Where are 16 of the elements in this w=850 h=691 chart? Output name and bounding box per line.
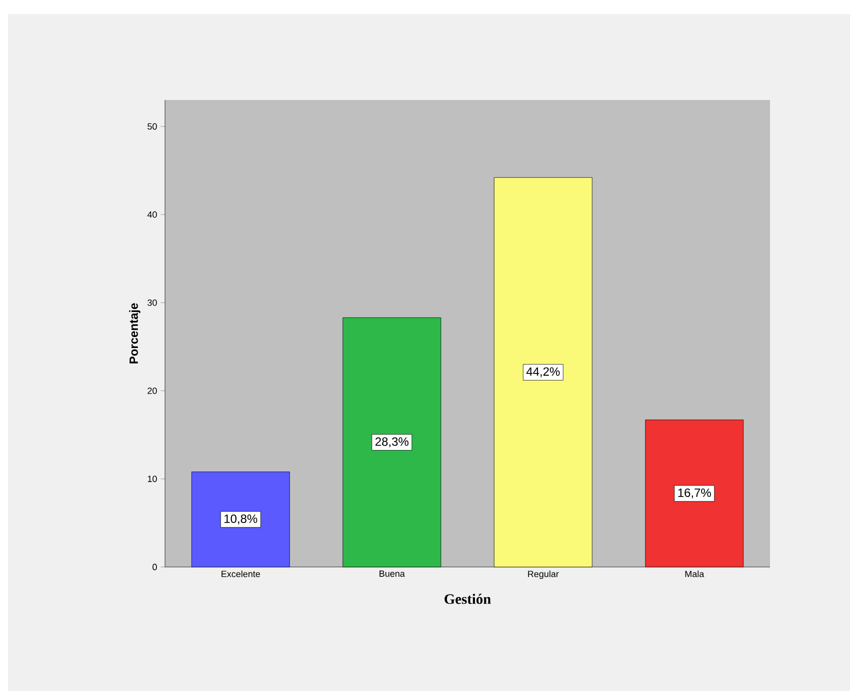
- y-tick-label: 10: [148, 476, 157, 482]
- y-tick-label: 0: [152, 564, 157, 570]
- y-tick-label: 50: [148, 123, 157, 130]
- x-tick-label: Excelente: [222, 570, 260, 578]
- y-axis-title: Porcentaje: [129, 303, 140, 364]
- x-axis-title: Gestión: [444, 594, 491, 604]
- data-label: 28,3%: [375, 437, 408, 448]
- y-tick-label: 40: [147, 211, 157, 218]
- y-tick-label: 20: [148, 388, 157, 394]
- data-label: 16,7%: [678, 488, 711, 498]
- data-label: 44,2%: [526, 367, 560, 378]
- x-tick-label: Buena: [380, 570, 405, 577]
- y-tick-label: 30: [148, 299, 157, 306]
- x-tick-label: Mala: [685, 570, 704, 578]
- data-label: 10,8%: [224, 514, 258, 524]
- x-tick-label: Regular: [528, 570, 559, 579]
